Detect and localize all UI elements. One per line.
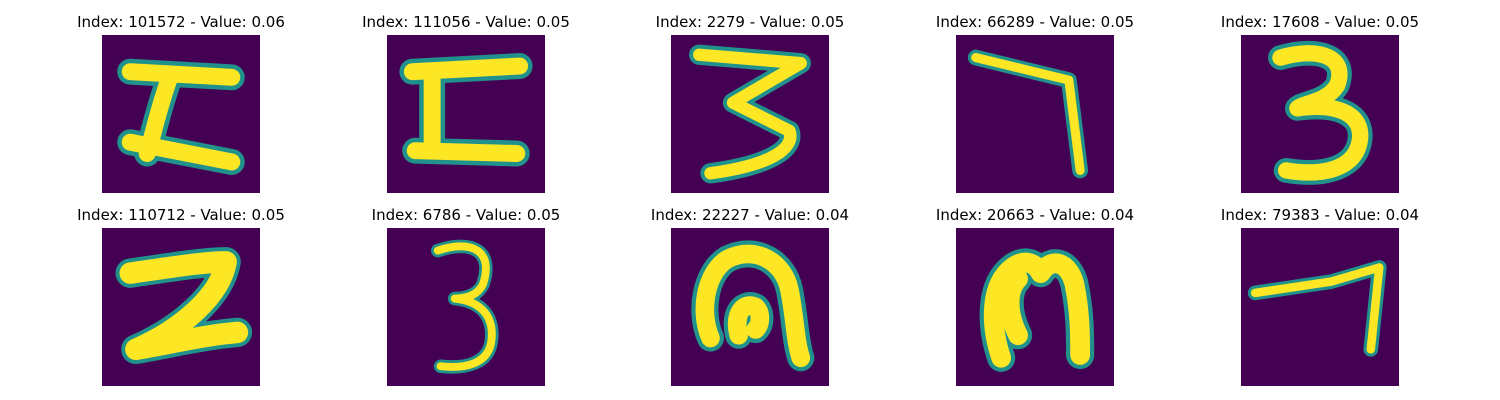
cell-title: Index: 17608 - Value: 0.05 xyxy=(1220,13,1420,31)
grid-cell: Index: 101572 - Value: 0.06 xyxy=(51,13,311,193)
grid-cell: Index: 66289 - Value: 0.05 xyxy=(905,13,1165,193)
digit-image xyxy=(671,35,829,193)
grid-cell: Index: 6786 - Value: 0.05 xyxy=(336,206,596,386)
cell-title: Index: 2279 - Value: 0.05 xyxy=(655,13,845,31)
grid-cell: Index: 2279 - Value: 0.05 xyxy=(620,13,880,193)
cell-title: Index: 6786 - Value: 0.05 xyxy=(371,206,561,224)
digit-image xyxy=(102,228,260,386)
digit-image xyxy=(956,228,1114,386)
cell-title: Index: 20663 - Value: 0.04 xyxy=(935,206,1135,224)
grid-cell: Index: 22227 - Value: 0.04 xyxy=(620,206,880,386)
cell-title: Index: 22227 - Value: 0.04 xyxy=(650,206,850,224)
grid-cell: Index: 79383 - Value: 0.04 xyxy=(1190,206,1450,386)
cell-title: Index: 111056 - Value: 0.05 xyxy=(362,13,570,31)
digit-image xyxy=(956,35,1114,193)
digit-image xyxy=(102,35,260,193)
digit-image xyxy=(1241,228,1399,386)
grid-cell: Index: 111056 - Value: 0.05 xyxy=(336,13,596,193)
grid-cell: Index: 110712 - Value: 0.05 xyxy=(51,206,311,386)
digit-image xyxy=(387,35,545,193)
grid-cell: Index: 20663 - Value: 0.04 xyxy=(905,206,1165,386)
cell-title: Index: 79383 - Value: 0.04 xyxy=(1220,206,1420,224)
cell-title: Index: 101572 - Value: 0.06 xyxy=(77,13,285,31)
cell-title: Index: 66289 - Value: 0.05 xyxy=(935,13,1135,31)
grid-cell: Index: 17608 - Value: 0.05 xyxy=(1190,13,1450,193)
cell-title: Index: 110712 - Value: 0.05 xyxy=(77,206,285,224)
digit-image xyxy=(387,228,545,386)
digit-image xyxy=(671,228,829,386)
digit-image xyxy=(1241,35,1399,193)
